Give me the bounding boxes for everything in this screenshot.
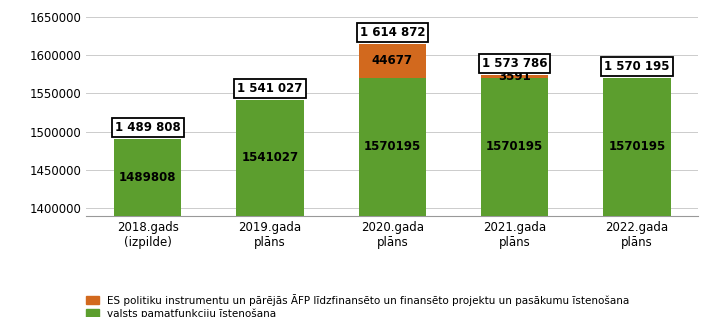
Bar: [359, 78, 426, 317]
Bar: [603, 78, 670, 317]
Bar: [481, 75, 549, 78]
Bar: [481, 78, 549, 317]
Text: 3591: 3591: [498, 70, 531, 83]
Text: 1570195: 1570195: [486, 140, 544, 153]
Text: 44677: 44677: [372, 55, 413, 68]
Bar: [236, 100, 304, 317]
Text: 1 614 872: 1 614 872: [360, 26, 425, 39]
Bar: [359, 44, 426, 78]
Text: 1 573 786: 1 573 786: [482, 57, 547, 70]
Bar: [114, 139, 181, 317]
Text: 1570195: 1570195: [364, 140, 421, 153]
Text: 1489808: 1489808: [119, 171, 176, 184]
Text: 1 541 027: 1 541 027: [238, 82, 303, 95]
Text: 1 570 195: 1 570 195: [604, 60, 670, 73]
Legend: ES politiku instrumentu un pārējās ĀFP līdzfinansēto un finansēto projektu un pa: ES politiku instrumentu un pārējās ĀFP l…: [86, 294, 629, 317]
Text: 1 489 808: 1 489 808: [115, 121, 181, 134]
Text: 1570195: 1570195: [608, 140, 665, 153]
Text: 1541027: 1541027: [241, 152, 299, 165]
